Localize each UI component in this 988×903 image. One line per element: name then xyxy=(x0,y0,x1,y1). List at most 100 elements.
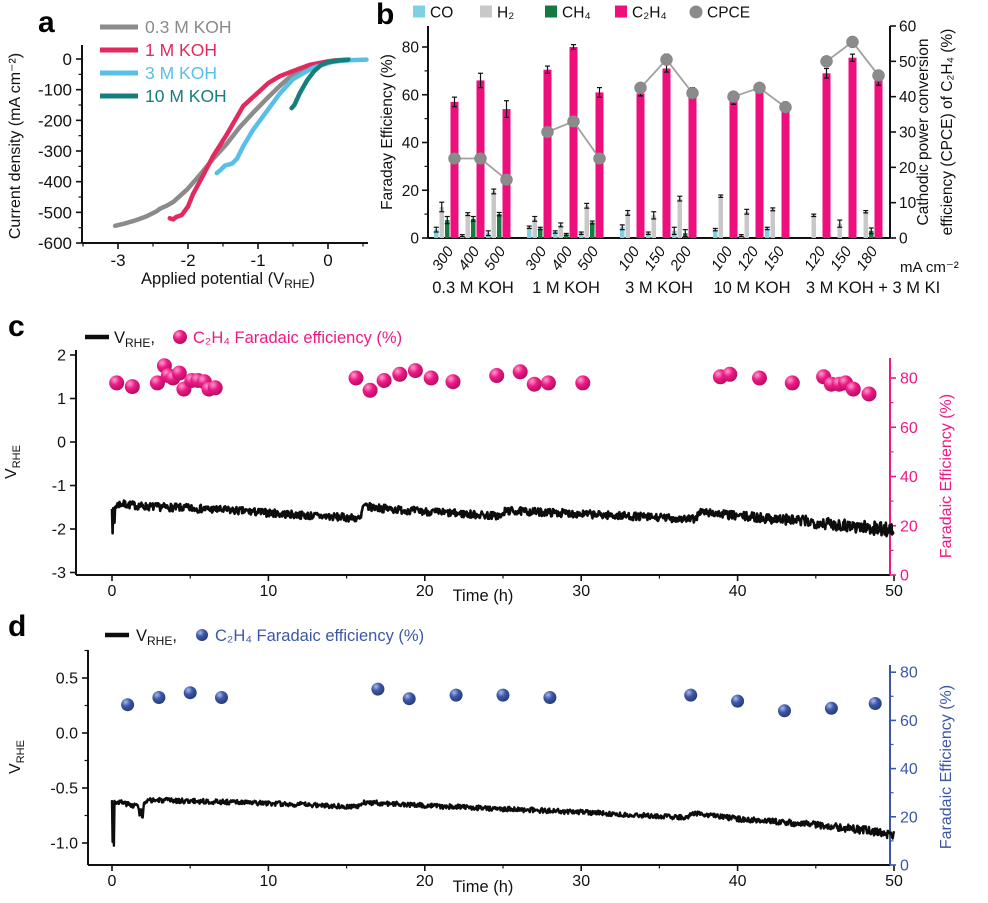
svg-text:Time (h): Time (h) xyxy=(453,587,514,605)
svg-text:30: 30 xyxy=(899,125,917,142)
svg-text:20: 20 xyxy=(416,583,434,600)
svg-text:0: 0 xyxy=(108,873,117,890)
svg-text:40: 40 xyxy=(729,873,747,890)
svg-text:-3: -3 xyxy=(110,251,125,270)
svg-text:0: 0 xyxy=(899,231,908,248)
svg-text:150: 150 xyxy=(827,243,856,274)
panel-label-b: b xyxy=(376,0,395,31)
svg-text:0.5: 0.5 xyxy=(56,671,78,688)
fe-dots-c xyxy=(109,358,877,402)
svg-text:VRHE,: VRHE, xyxy=(114,329,155,350)
voltage-trace-c xyxy=(110,499,895,538)
svg-text:30: 30 xyxy=(572,873,590,890)
svg-text:20: 20 xyxy=(900,518,918,535)
panel-b-bar-chart: 0 20 40 60 80 0 10 20 30 40 50 60 Faraday Efficiency… xyxy=(379,5,959,298)
svg-text:Faraday Efficiency (%): Faraday Efficiency (%) xyxy=(379,54,396,210)
svg-text:1 M KOH: 1 M KOH xyxy=(532,279,600,297)
panel-a-series xyxy=(112,57,369,229)
svg-text:150: 150 xyxy=(641,243,670,274)
svg-text:-100: -100 xyxy=(38,81,72,100)
svg-text:20: 20 xyxy=(900,809,918,826)
svg-text:120: 120 xyxy=(734,243,763,274)
panel-b-cpce xyxy=(448,35,885,186)
svg-text:efficiency (CPCE) of C₂H₄ (%): efficiency (CPCE) of C₂H₄ (%) xyxy=(939,29,956,236)
svg-text:Time (h): Time (h) xyxy=(453,878,514,896)
svg-text:C₂H₄: C₂H₄ xyxy=(632,5,667,22)
fe-dots-d xyxy=(121,682,882,718)
svg-text:-600: -600 xyxy=(38,234,72,253)
svg-text:-2: -2 xyxy=(52,522,66,539)
svg-text:0: 0 xyxy=(57,435,66,452)
svg-text:-1: -1 xyxy=(52,478,66,495)
svg-text:-0.5: -0.5 xyxy=(50,781,78,798)
svg-text:300: 300 xyxy=(429,243,458,274)
svg-text:10 M KOH: 10 M KOH xyxy=(145,86,227,106)
svg-text:0: 0 xyxy=(323,251,332,270)
svg-text:60: 60 xyxy=(900,713,918,730)
svg-text:10: 10 xyxy=(260,583,278,600)
svg-text:50: 50 xyxy=(885,873,903,890)
svg-text:40: 40 xyxy=(900,761,918,778)
svg-text:CPCE: CPCE xyxy=(707,5,750,22)
panel-b-error-bars xyxy=(433,44,881,238)
svg-text:C₂H₄ Faradaic efficiency (%): C₂H₄ Faradaic efficiency (%) xyxy=(193,329,402,347)
panel-b-bars xyxy=(434,47,883,239)
svg-text:Applied potential (VRHE): Applied potential (VRHE) xyxy=(141,270,315,291)
svg-text:1: 1 xyxy=(57,391,66,408)
svg-text:80: 80 xyxy=(900,665,918,682)
svg-text:80: 80 xyxy=(900,371,918,388)
svg-text:20: 20 xyxy=(402,183,420,200)
svg-text:60: 60 xyxy=(900,420,918,437)
svg-text:H₂: H₂ xyxy=(497,5,514,22)
svg-text:0.3 M KOH: 0.3 M KOH xyxy=(145,17,232,37)
panel-a-lsv-chart: 0 -100 -200 -300 -400 -500 -600 -3 -2 -1 0 Current … xyxy=(7,17,369,291)
panel-label-d: d xyxy=(8,610,27,643)
panel-b-axes: 0 20 40 60 80 0 10 20 30 40 50 60 Faraday Efficiency… xyxy=(379,19,959,276)
svg-text:60: 60 xyxy=(402,87,420,104)
svg-text:3 M KOH + 3 M KI: 3 M KOH + 3 M KI xyxy=(806,279,940,297)
svg-text:150: 150 xyxy=(760,243,789,274)
svg-text:120: 120 xyxy=(801,243,830,274)
svg-text:500: 500 xyxy=(481,243,510,274)
svg-text:VRHE: VRHE xyxy=(7,740,27,774)
svg-text:Faradaic Efficiency (%): Faradaic Efficiency (%) xyxy=(938,394,955,558)
svg-text:0: 0 xyxy=(108,583,117,600)
svg-text:0: 0 xyxy=(900,858,909,875)
svg-text:0: 0 xyxy=(900,568,909,585)
svg-text:40: 40 xyxy=(729,583,747,600)
svg-text:CO: CO xyxy=(430,5,453,22)
svg-text:-500: -500 xyxy=(38,203,72,222)
svg-text:300: 300 xyxy=(522,243,551,274)
svg-text:CH₄: CH₄ xyxy=(562,5,591,22)
svg-text:180: 180 xyxy=(853,243,882,274)
series-line-10-M-KOH xyxy=(289,57,351,111)
panel-label-c: c xyxy=(8,310,25,343)
svg-text:Current density (mA cm⁻²): Current density (mA cm⁻²) xyxy=(7,53,24,239)
svg-text:10: 10 xyxy=(899,195,917,212)
panel-a-legend: 0.3 M KOH 1 M KOH 3 M KOH 10 M KOH xyxy=(100,17,232,106)
svg-text:10: 10 xyxy=(260,873,278,890)
svg-text:0.0: 0.0 xyxy=(56,726,78,743)
svg-text:-400: -400 xyxy=(38,173,72,192)
svg-text:-1.0: -1.0 xyxy=(50,836,78,853)
svg-text:10 M KOH: 10 M KOH xyxy=(713,279,790,297)
svg-text:80: 80 xyxy=(402,40,420,57)
svg-text:20: 20 xyxy=(416,873,434,890)
svg-text:0: 0 xyxy=(410,231,419,248)
svg-text:VRHE: VRHE xyxy=(3,445,23,479)
svg-text:3 M KOH: 3 M KOH xyxy=(625,279,693,297)
svg-text:0: 0 xyxy=(63,50,72,69)
svg-text:3 M KOH: 3 M KOH xyxy=(145,63,217,83)
svg-text:40: 40 xyxy=(900,469,918,486)
svg-text:-1: -1 xyxy=(250,251,265,270)
panel-label-a: a xyxy=(38,6,55,39)
svg-text:VRHE,: VRHE, xyxy=(136,627,177,648)
svg-text:Faradaic Efficiency (%): Faradaic Efficiency (%) xyxy=(938,685,955,849)
svg-text:40: 40 xyxy=(402,135,420,152)
legend-c: VRHE, C₂H₄ Faradaic efficiency (%) xyxy=(85,329,402,350)
